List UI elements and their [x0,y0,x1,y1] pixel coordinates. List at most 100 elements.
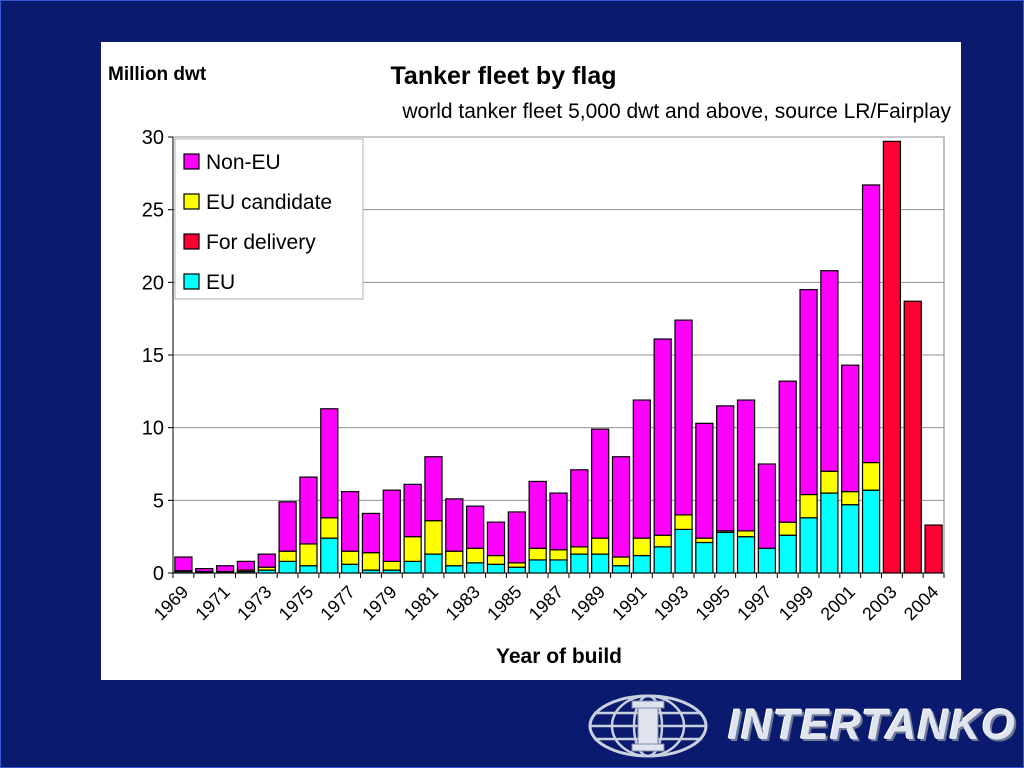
bar-for-delivery-2004 [903,300,922,574]
bar-eu-1974 [278,560,297,574]
bar-non-eu-1990 [611,456,631,558]
bar-non-eu-1970 [195,568,214,573]
bar-eu-1992 [653,546,672,574]
x-tick-label: 2001 [817,582,859,624]
bar-non-eu-1974 [278,501,297,552]
bar-eu-candidate-1979 [382,560,401,571]
bar-non-eu-1988 [570,469,589,548]
bar-non-eu-1973 [257,553,276,568]
bar-non-eu-1977 [340,491,360,552]
x-tick-label: 2003 [858,582,900,624]
bar-eu-1998 [778,534,797,574]
bar-non-eu-1994 [695,422,714,539]
logo-wordmark: INTERTANKO [728,701,1016,749]
bar-eu-1990 [611,565,631,574]
bar-eu-1995 [716,531,735,574]
legend-swatch-non-eu [183,153,200,170]
bar-eu-1977 [340,563,360,574]
bar-non-eu-1976 [320,408,339,519]
y-tick-label: 25 [142,200,164,222]
bar-non-eu-2000 [820,270,839,472]
x-tick-label: 1971 [191,582,233,624]
x-tick-label: 1995 [692,582,734,624]
bar-eu-1996 [736,536,756,574]
bar-non-eu-1992 [653,338,672,536]
bar-non-eu-1999 [799,289,818,496]
x-tick-label: 1993 [650,582,692,624]
bar-non-eu-1987 [549,492,568,551]
bar-eu-candidate-1987 [549,549,568,561]
legend-swatch-eu-candidate [183,193,200,210]
bar-eu-candidate-1990 [611,556,631,567]
chart-panel: Million dwt Tanker fleet by flag world t… [101,42,961,680]
x-tick-label: 1973 [233,582,275,624]
y-tick-label: 15 [142,345,164,367]
bar-eu-candidate-1999 [799,493,818,519]
bar-eu-1976 [320,537,339,574]
bar-eu-1993 [674,528,693,574]
legend-box [174,138,364,300]
bar-non-eu-1982 [445,498,464,552]
bar-non-eu-1978 [361,512,381,554]
x-tick-label: 1991 [608,582,650,624]
x-tick-label: 1979 [358,582,400,624]
x-tick-label: 1985 [483,582,525,624]
bar-non-eu-1985 [507,511,526,564]
bar-non-eu-1969 [174,556,193,572]
bar-eu-candidate-1984 [486,554,506,565]
bar-eu-candidate-1974 [278,550,297,562]
bar-eu-candidate-1980 [403,536,422,562]
bar-eu-candidate-1989 [591,537,610,555]
bar-eu-1980 [403,560,422,574]
bar-non-eu-1997 [757,463,777,549]
y-tick-label: 5 [153,490,164,512]
bar-eu-1983 [466,562,485,574]
bar-non-eu-1995 [716,405,735,532]
bar-non-eu-1980 [403,483,422,538]
bar-eu-2000 [820,492,839,574]
x-tick-label: 1997 [733,582,775,624]
bar-eu-2002 [861,489,881,574]
y-tick-label: 10 [142,418,164,440]
bar-non-eu-1993 [674,319,693,516]
bar-eu-1975 [299,565,318,574]
bar-eu-candidate-1993 [674,514,693,531]
bar-non-eu-1991 [632,399,651,539]
x-tick-label: 1975 [275,582,317,624]
bar-eu-candidate-1992 [653,534,672,548]
bar-non-eu-1986 [528,480,547,549]
bar-eu-candidate-2002 [861,461,881,491]
bar-eu-candidate-1985 [507,562,526,568]
bar-eu-candidate-1986 [528,547,547,561]
bar-non-eu-2002 [861,184,881,464]
x-tick-label: 1981 [400,582,442,624]
legend-label-eu-candidate: EU candidate [206,191,332,214]
y-tick-label: 0 [153,563,164,585]
bar-eu-1984 [486,563,506,574]
bar-eu-candidate-2000 [820,470,839,494]
bar-eu-candidate-1994 [695,537,714,544]
bar-non-eu-1972 [236,560,256,571]
x-tick-label: 1977 [316,582,358,624]
bar-eu-1986 [528,559,547,574]
bar-eu-candidate-1975 [299,543,318,567]
bar-eu-1989 [591,553,610,574]
bar-eu-candidate-1982 [445,550,464,567]
bar-non-eu-1989 [591,428,610,539]
bar-eu-candidate-1977 [340,550,360,565]
bar-eu-1981 [424,553,443,574]
bar-eu-1987 [549,559,568,574]
bar-non-eu-2001 [841,364,860,493]
bar-eu-1997 [757,547,777,574]
bar-non-eu-1983 [466,505,485,549]
bar-non-eu-1998 [778,380,797,523]
bar-eu-1988 [570,553,589,574]
x-tick-label: 1999 [775,582,817,624]
x-tick-label: 1969 [150,582,192,624]
x-tick-label: 1987 [525,582,567,624]
bar-eu-1994 [695,541,714,574]
legend-label-non-eu: Non-EU [206,151,281,174]
y-tick-label: 20 [142,272,164,294]
bar-eu-candidate-1996 [736,530,756,538]
legend-label-eu: EU [206,271,235,294]
